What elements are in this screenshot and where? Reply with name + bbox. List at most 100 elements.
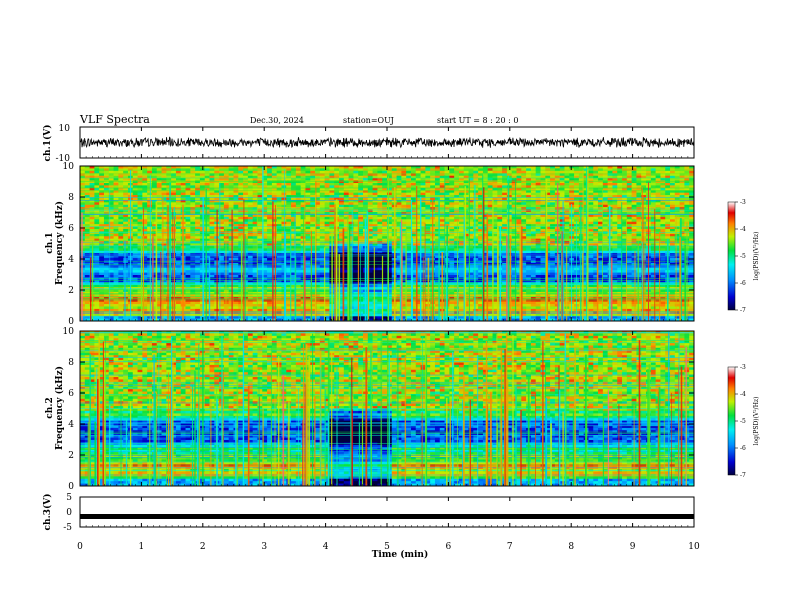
spectrogram-cell — [324, 301, 330, 305]
spectrogram-cell — [137, 313, 143, 317]
spectrogram-cell — [108, 197, 114, 201]
spectrogram-cell — [238, 207, 244, 210]
spectrogram-cell — [262, 294, 268, 298]
spectrogram-cell — [156, 267, 162, 271]
spectrogram-cell — [209, 221, 215, 225]
spectrogram-cell — [358, 236, 364, 240]
spectrogram-cell — [243, 178, 249, 181]
spectrogram-cell — [281, 311, 287, 315]
spectrogram-cell — [118, 243, 124, 247]
spectrogram-cell — [367, 170, 374, 174]
spectrogram-cell — [142, 308, 148, 312]
spectrogram-cell — [257, 233, 263, 237]
spectrogram-cell — [89, 236, 95, 240]
spectrogram-cell — [223, 185, 230, 189]
spectrogram-cell — [190, 260, 196, 264]
spectrogram-cell — [214, 166, 220, 169]
spectrogram-cell — [185, 236, 191, 240]
spectrogram-cell — [425, 204, 431, 208]
spectrogram-cell — [358, 170, 364, 174]
spectrogram-cell — [410, 260, 417, 264]
spectrogram-cell — [118, 308, 124, 312]
spectrogram-cell — [175, 301, 182, 305]
spectrogram-cell — [439, 231, 445, 235]
spectrogram-cell — [219, 233, 225, 237]
spectrogram-cell — [108, 185, 114, 189]
spectrogram-cell — [310, 282, 316, 286]
spectrogram-cell — [271, 219, 278, 223]
spectrogram-cell — [295, 316, 302, 319]
spectrogram-cell — [430, 170, 436, 174]
spectrogram-cell — [410, 182, 417, 186]
spectrogram-cell — [166, 221, 172, 225]
spectrogram-cell — [305, 284, 311, 288]
spectrogram-cell — [281, 304, 287, 307]
spectrogram-cell — [286, 255, 292, 259]
spectrogram-cell — [281, 221, 287, 225]
spectrogram-cell — [410, 270, 417, 273]
spectrogram-cell — [286, 195, 292, 198]
spectrogram-cell — [305, 274, 311, 278]
spectrogram-cell — [214, 170, 220, 174]
spectrogram-cell — [118, 219, 124, 223]
spectrogram-cell — [305, 270, 311, 273]
spectrogram-cell — [295, 274, 302, 278]
spectrogram-cell — [276, 270, 282, 273]
spectrogram-cell — [156, 231, 162, 235]
spectrogram-cell — [151, 277, 158, 281]
spectrogram-cell — [228, 216, 234, 220]
spectrogram-cell — [233, 192, 239, 196]
spectrogram-cell — [137, 175, 143, 179]
spectrogram-cell — [377, 197, 383, 201]
spectrogram-cell — [257, 308, 263, 312]
spectrogram-cell — [401, 187, 407, 191]
spectrogram-cell — [324, 277, 330, 281]
spectrogram-cell — [420, 228, 426, 232]
spectrogram-cell — [434, 207, 441, 210]
spectrogram-cell — [348, 173, 354, 177]
spectrogram-cell — [151, 316, 158, 319]
spectrogram-cell — [175, 173, 182, 177]
spectrogram-cell — [185, 185, 191, 189]
spectrogram-cell — [185, 173, 191, 177]
spectrogram-cell — [185, 231, 191, 235]
spectrogram-cell — [113, 289, 119, 293]
spectrogram-cell — [99, 248, 105, 252]
spectrogram-cell — [151, 282, 158, 286]
spectrogram-cell — [382, 260, 388, 264]
spectrogram-cell — [142, 291, 148, 295]
spectrogram-cell — [410, 272, 417, 276]
spectrogram-cell — [339, 233, 345, 237]
spectrogram-cell — [151, 258, 158, 261]
spectrogram-cell — [103, 228, 110, 232]
spectrogram-cell — [233, 190, 239, 194]
spectrogram-cell — [401, 214, 407, 218]
spectrogram-cell — [449, 243, 455, 247]
spectrogram-cell — [147, 178, 153, 181]
spectrogram-cell — [310, 299, 316, 303]
spectrogram-cell — [444, 195, 450, 198]
spectrogram-cell — [233, 260, 239, 264]
spectrogram-cell — [185, 197, 191, 201]
spectrogram-cell — [147, 199, 153, 203]
spectrogram-cell — [137, 304, 143, 307]
spectrogram-cell — [396, 221, 402, 225]
spectrogram-cell — [310, 233, 316, 237]
spectrogram-cell — [310, 207, 316, 210]
spectrogram-cell — [295, 258, 302, 261]
spectrogram-cell — [204, 308, 210, 312]
spectrogram-cell — [396, 173, 402, 177]
spectrogram-cell — [377, 272, 383, 276]
spectrogram-cell — [123, 258, 129, 261]
spectrogram-cell — [209, 299, 215, 303]
spectrogram-cell — [233, 274, 239, 278]
spectrogram-cell — [415, 279, 421, 283]
spectrogram-cell — [147, 187, 153, 191]
spectrogram-cell — [281, 245, 287, 249]
spectrogram-cell — [358, 166, 364, 169]
spectrogram-cell — [219, 226, 225, 230]
spectrogram-cell — [209, 267, 215, 271]
spectrogram-cell — [305, 226, 311, 230]
spectrogram-cell — [195, 178, 201, 181]
spectrogram-cell — [401, 199, 407, 203]
